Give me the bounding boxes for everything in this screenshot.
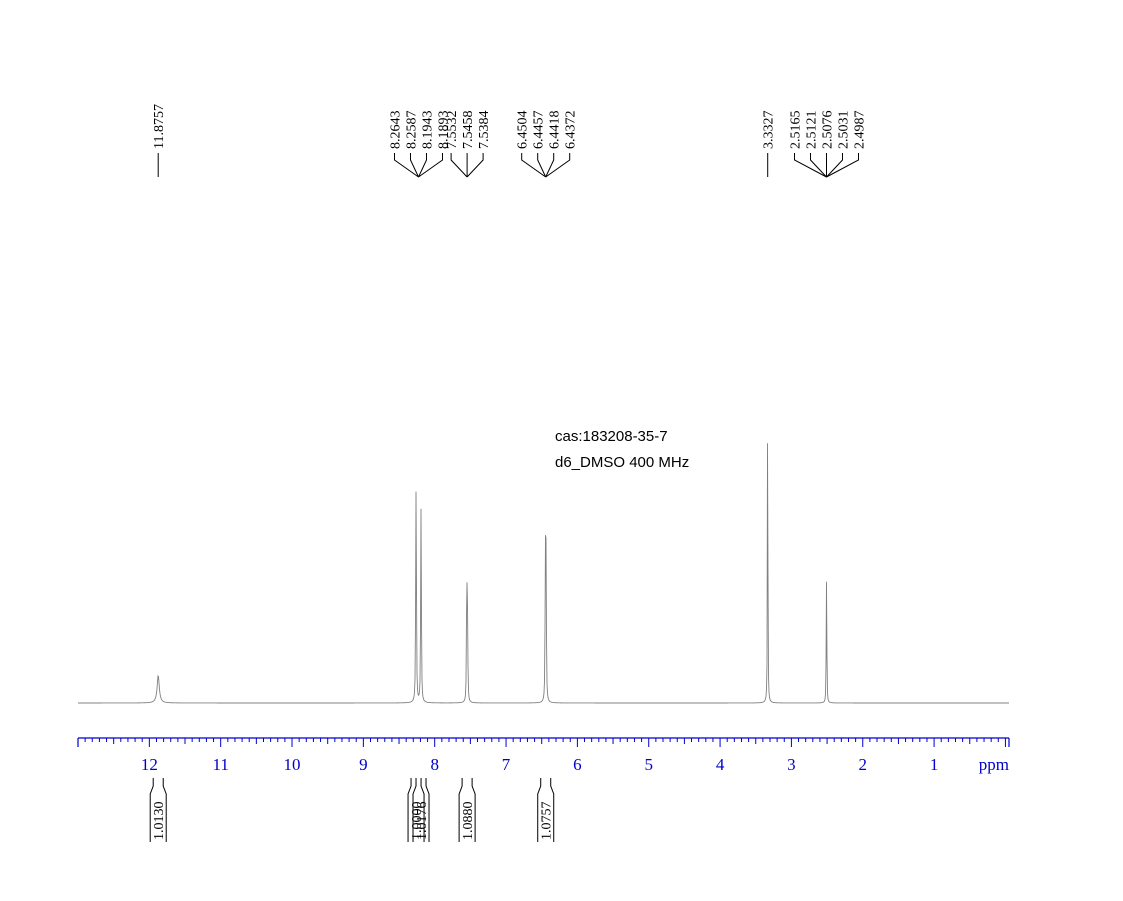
peak-label-group: 7.5532 7.5458 7.5384	[445, 111, 492, 178]
peak-label-connector	[810, 153, 827, 178]
x-axis-tick-labels: 12 11 10 9 8 7 6 5 4 3 2 1	[141, 755, 939, 774]
peak-label-connector	[826, 153, 859, 178]
peak-label-connector	[545, 153, 555, 178]
x-tick-label: 8	[430, 755, 439, 774]
peak-label-connector	[450, 153, 468, 178]
integral-bracket	[407, 778, 425, 842]
integral-marker: 1.0757	[537, 778, 555, 842]
integral-value: 1.0757	[540, 802, 555, 841]
x-tick-label: 5	[644, 755, 653, 774]
integral-value: 1.0000	[410, 802, 425, 841]
peak-label-group: 8.2643 8.2587 8.1943 8.1893	[389, 111, 452, 178]
integral-bracket	[537, 778, 555, 842]
integral-bracket	[458, 778, 476, 842]
peak-label-group: 3.3327	[762, 111, 777, 177]
integral-marker: 1.0176	[412, 778, 430, 842]
x-tick-label: 1	[930, 755, 939, 774]
peak-label: 7.5532	[445, 111, 460, 150]
x-tick-label: 7	[502, 755, 511, 774]
peak-label-connector	[545, 153, 571, 178]
peak-label: 3.3327	[762, 111, 777, 150]
peak-label: 6.4457	[532, 111, 547, 150]
peak-label: 6.4372	[564, 111, 579, 150]
x-tick-label: 6	[573, 755, 582, 774]
x-axis-ticks	[77, 738, 1010, 747]
peak-label: 7.5458	[461, 111, 476, 150]
spectrum-trace-layer	[78, 443, 1009, 704]
integral-value: 1.0130	[152, 802, 167, 841]
peak-label: 8.1943	[421, 111, 436, 150]
peak-label: 11.8757	[152, 104, 167, 149]
integral-bracket	[149, 778, 167, 842]
x-axis-label: ppm	[979, 755, 1009, 774]
peak-label: 2.5121	[805, 111, 820, 150]
peak-label: 2.5165	[789, 111, 804, 150]
peak-label: 7.5384	[477, 111, 492, 150]
x-tick-label: 2	[859, 755, 868, 774]
integral-value: 1.0880	[461, 802, 476, 841]
peak-label: 8.2587	[405, 111, 420, 150]
sample-id-annotation: cas:183208-35-7	[555, 428, 668, 445]
x-tick-label: 3	[787, 755, 796, 774]
x-tick-label: 9	[359, 755, 368, 774]
spectrum-trace	[78, 443, 1009, 704]
x-axis: 12 11 10 9 8 7 6 5 4 3 2 1 ppm	[77, 737, 1010, 774]
integral-marker: 1.0130	[149, 778, 167, 842]
peak-label: 2.4987	[853, 111, 868, 150]
peak-label-connector	[521, 153, 546, 178]
peak-label-connector	[466, 153, 484, 178]
peak-label: 6.4504	[516, 111, 531, 150]
peak-label: 2.5031	[837, 111, 852, 150]
integral-bracket	[412, 778, 430, 842]
peak-label-connector	[826, 153, 843, 178]
peak-label-connector	[794, 153, 827, 178]
peak-label-group: 2.5165 2.5121 2.5076 2.5031 2.4987	[789, 111, 868, 178]
peak-label: 8.1893	[437, 111, 452, 150]
integral-marker: 1.0880	[458, 778, 476, 842]
peak-label-connector	[410, 153, 419, 178]
peak-label-connector	[418, 153, 443, 178]
peak-label: 6.4418	[548, 111, 563, 150]
peak-label-group: 6.4504 6.4457 6.4418 6.4372	[516, 111, 579, 178]
solvent-frequency-annotation: d6_DMSO 400 MHz	[555, 454, 689, 471]
x-tick-label: 10	[284, 755, 301, 774]
x-tick-label: 12	[141, 755, 158, 774]
integral-value: 1.0176	[415, 802, 430, 841]
integral-marker: 1.0000	[407, 778, 425, 842]
x-tick-label: 11	[212, 755, 228, 774]
peak-label-connector	[537, 153, 547, 178]
peak-label-group: 11.8757	[152, 104, 167, 177]
peak-label-connector	[418, 153, 427, 178]
x-tick-label: 4	[716, 755, 725, 774]
peak-label: 2.5076	[821, 111, 836, 150]
peak-label: 8.2643	[389, 111, 404, 150]
peak-label-connector	[394, 153, 419, 178]
